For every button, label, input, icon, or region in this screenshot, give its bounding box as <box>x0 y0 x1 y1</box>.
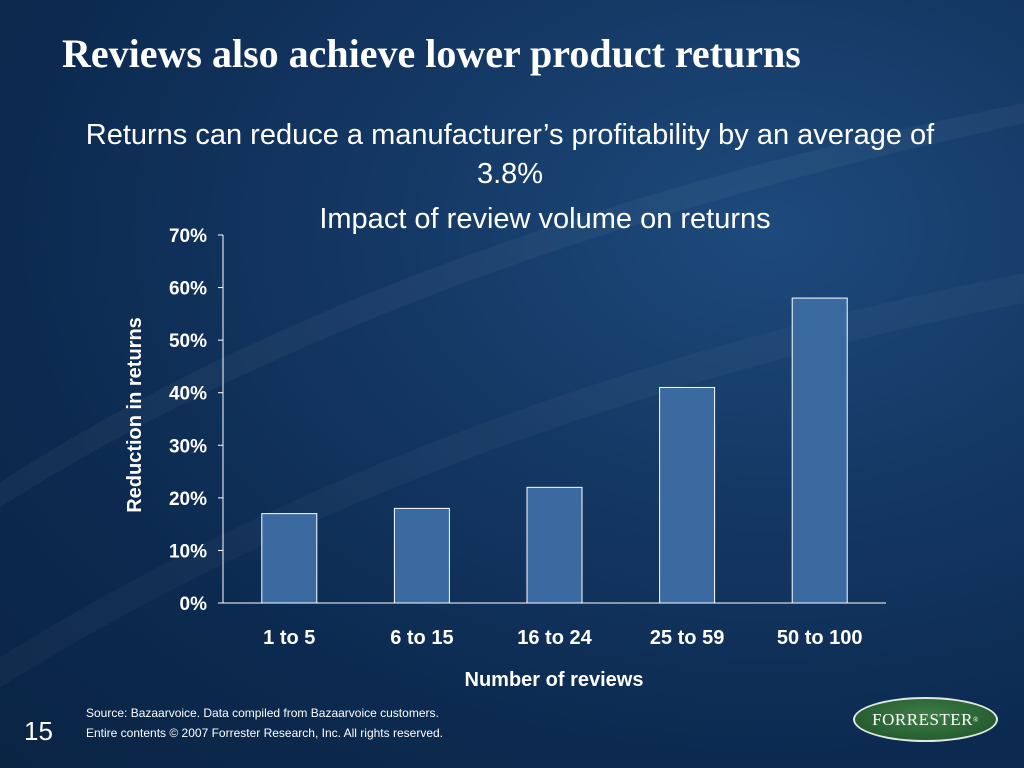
source-note: Source: Bazaarvoice. Data compiled from … <box>86 706 439 720</box>
y-tick-label: 70% <box>169 226 207 247</box>
x-tick-label: 16 to 24 <box>517 627 592 649</box>
y-tick-label: 40% <box>169 384 207 405</box>
y-axis-ticks: 0% 10% 20% 30% 40% 50% 60% 70% <box>169 226 223 615</box>
logo-text: FORRESTER <box>872 709 974 729</box>
chart-title: Impact of review volume on returns <box>319 203 771 235</box>
slide-subtitle: Returns can reduce a manufacturer’s prof… <box>85 119 935 190</box>
x-tick-label: 25 to 59 <box>650 627 724 649</box>
y-tick-label: 50% <box>169 331 207 352</box>
x-axis-ticks: 1 to 5 6 to 15 16 to 24 25 to 59 50 to 100 <box>263 627 862 649</box>
y-tick-label: 20% <box>169 489 207 510</box>
y-axis-label: Reduction in returns <box>124 317 146 513</box>
x-axis-label: Number of reviews <box>465 669 644 691</box>
y-tick-label: 10% <box>169 541 207 562</box>
slide-title: Reviews also achieve lower product retur… <box>62 31 801 76</box>
x-tick-label: 1 to 5 <box>263 627 315 649</box>
bar-5 <box>791 297 848 604</box>
y-tick-label: 30% <box>169 436 207 457</box>
bar-2 <box>393 507 450 604</box>
page-number: 15 <box>24 716 53 746</box>
y-tick-label: 0% <box>180 594 208 615</box>
forrester-logo: FORRESTER ® <box>853 697 998 742</box>
x-tick-label: 6 to 15 <box>390 627 453 649</box>
bars <box>261 297 848 604</box>
logo-registered-mark: ® <box>973 715 979 724</box>
bar-1 <box>261 513 318 604</box>
copyright-note: Entire contents © 2007 Forrester Researc… <box>86 726 443 740</box>
bar-3 <box>526 486 583 604</box>
bar-4 <box>659 386 716 604</box>
y-tick-label: 60% <box>169 279 207 300</box>
x-tick-label: 50 to 100 <box>777 627 863 649</box>
